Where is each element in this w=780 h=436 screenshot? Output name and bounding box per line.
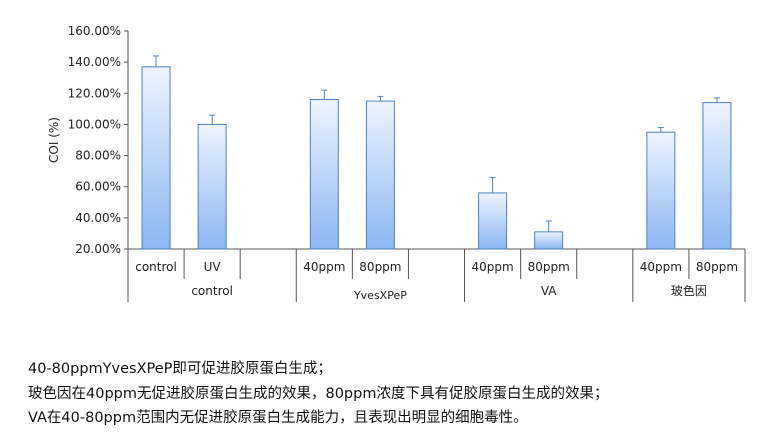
bar [197, 123, 227, 250]
y-tick-label: 60.00% [75, 180, 121, 194]
y-tick-label: 140.00% [68, 55, 121, 69]
y-axis-title: COI (%) [47, 117, 61, 163]
x-category-label: 80ppm [359, 260, 401, 274]
bar [534, 231, 564, 250]
note-line-2: 玻色因在40ppm无促进胶原蛋白生成的效果，80ppm浓度下具有促胶原蛋白生成的… [28, 385, 609, 402]
x-category-label: 40ppm [640, 260, 682, 274]
x-group-label: control [191, 284, 233, 298]
bar-chart: 20.00% 40.00% 60.00% 80.00% 100.00% 120.00% 14… [47, 24, 746, 302]
bar [365, 100, 395, 250]
y-tick-label: 20.00% [75, 242, 121, 256]
x-category-label: 80ppm [696, 260, 738, 274]
x-category-label: 40ppm [303, 260, 345, 274]
notes: 40-80ppmYvesXPeP即可促进胶原蛋白生成； 玻色因在40ppm无促进… [28, 357, 768, 431]
bar [702, 102, 732, 250]
note-line-3: VA在40-80ppm范围内无促进胶原蛋白生成能力，且表现出明显的细胞毒性。 [28, 410, 528, 426]
note-line-1: 40-80ppmYvesXPeP即可促进胶原蛋白生成； [28, 361, 332, 377]
y-tick-label: 120.00% [68, 86, 121, 100]
x-group-label: VA [541, 284, 557, 298]
bar [646, 131, 676, 250]
bar [309, 99, 339, 250]
y-tick-label: 40.00% [75, 211, 121, 225]
bar [478, 192, 508, 250]
bar [141, 66, 171, 250]
x-group-label: 玻色因 [671, 284, 707, 298]
x-category-label: UV [204, 260, 222, 274]
y-tick-label: 80.00% [75, 149, 121, 163]
x-category-label: 40ppm [471, 260, 513, 274]
y-tick-label: 160.00% [68, 24, 121, 38]
x-category-label: control [135, 260, 177, 274]
y-tick-label: 100.00% [68, 117, 121, 131]
x-category-label: 80ppm [528, 260, 570, 274]
x-group-label: YvesXPeP [353, 289, 407, 302]
